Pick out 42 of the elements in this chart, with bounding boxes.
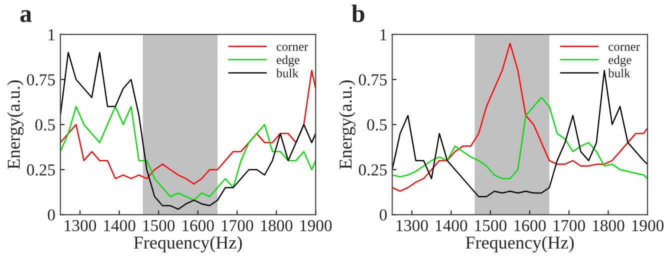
x-tick-label: 1600 <box>514 220 546 232</box>
y-tick-label: 0.5 <box>367 119 387 131</box>
y-tick-label: 0.25 <box>27 164 55 176</box>
legend-label: bulk <box>276 68 298 78</box>
legend-label: edge <box>276 55 300 67</box>
legend-label: corner <box>608 44 640 51</box>
line-series <box>392 70 648 198</box>
x-tick-label: 1500 <box>475 220 506 232</box>
y-tick-label: 0.75 <box>27 74 55 86</box>
x-tick-label: 1800 <box>261 220 292 232</box>
y-tick-label: 0 <box>48 209 55 221</box>
chart-title: a <box>20 10 32 22</box>
y-tick-label: 0.25 <box>358 164 387 176</box>
x-axis-title: Frequency(Hz) <box>466 236 574 252</box>
x-tick-label: 1900 <box>632 220 664 232</box>
x-tick-label: 1300 <box>396 220 428 232</box>
line-series <box>60 106 316 201</box>
y-tick-label: 1 <box>48 29 55 40</box>
legend-label: corner <box>276 44 308 51</box>
x-tick-label: 1500 <box>143 220 175 232</box>
x-tick-label: 1700 <box>222 220 254 232</box>
x-tick-label: 1700 <box>554 220 585 232</box>
legend-label: edge <box>608 55 632 67</box>
y-axis-title: Energy(a.u.) <box>339 80 356 169</box>
line-series <box>60 52 316 210</box>
x-axis-title: Frequency(Hz) <box>134 236 242 252</box>
x-tick-label: 1600 <box>182 220 214 232</box>
x-tick-label: 1400 <box>436 220 468 232</box>
y-tick-label: 0 <box>380 209 387 221</box>
line-series <box>392 96 648 180</box>
y-tick-label: 0.75 <box>358 74 387 86</box>
chart-title: b <box>352 4 364 22</box>
x-tick-label: 1900 <box>300 220 332 232</box>
x-tick-label: 1300 <box>64 220 96 232</box>
y-axis-title: Energy(a.u.) <box>7 80 24 169</box>
legend-label: bulk <box>608 68 630 78</box>
x-tick-label: 1400 <box>104 220 136 232</box>
line-series <box>392 42 648 192</box>
y-tick-label: 0.5 <box>35 119 55 131</box>
line-series <box>60 70 316 185</box>
y-tick-label: 1 <box>380 29 386 40</box>
x-tick-label: 1800 <box>593 220 624 232</box>
